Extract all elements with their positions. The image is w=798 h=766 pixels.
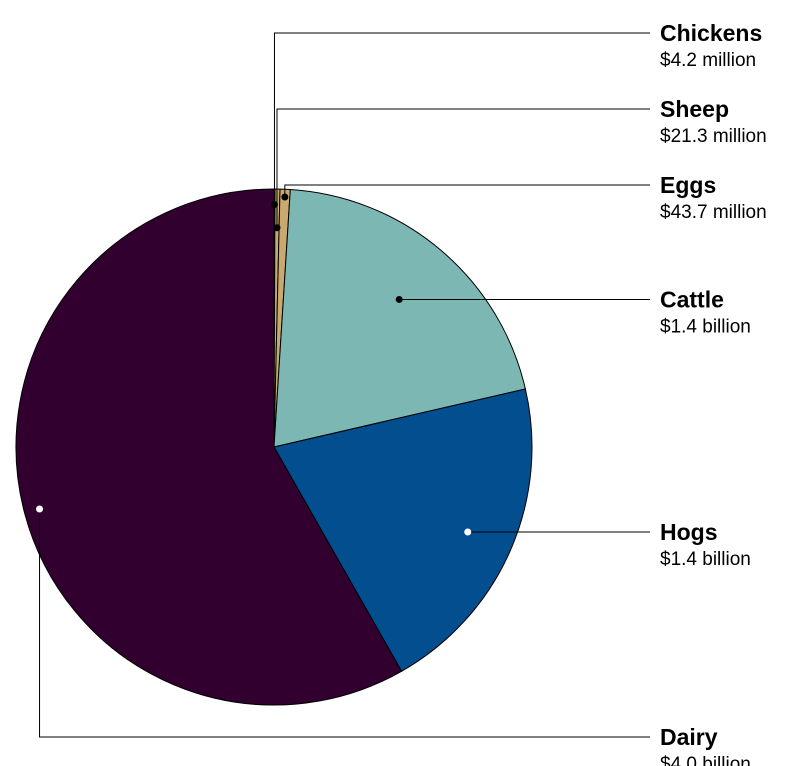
slice-label-chickens: Chickens xyxy=(660,20,762,46)
pie-slice-hogs xyxy=(273,388,533,672)
callout-dot-hogs xyxy=(464,528,472,536)
callout-line-sheep xyxy=(276,108,650,228)
slice-label-hogs: Hogs xyxy=(660,519,718,545)
callout-dot-cattle xyxy=(395,295,403,303)
slice-value-dairy: $4.0 billion xyxy=(660,754,751,766)
callout-line-eggs xyxy=(284,184,650,197)
pie-slice-dairy xyxy=(15,188,403,706)
callout-line-chickens xyxy=(273,32,650,205)
slice-value-chickens: $4.2 million xyxy=(660,50,756,71)
callouts xyxy=(36,32,650,738)
slice-value-eggs: $43.7 million xyxy=(660,202,767,223)
slice-value-hogs: $1.4 billion xyxy=(660,549,751,570)
slice-labels: Chickens $4.2 million Sheep $21.3 million Eg… xyxy=(660,20,767,766)
callout-dot-sheep xyxy=(273,224,281,232)
slice-label-sheep: Sheep xyxy=(660,96,729,122)
slice-label-cattle: Cattle xyxy=(660,286,724,312)
slice-value-cattle: $1.4 billion xyxy=(660,316,751,337)
slice-value-sheep: $21.3 million xyxy=(660,126,767,147)
slice-label-dairy: Dairy xyxy=(660,724,718,750)
pie-slice-cattle xyxy=(273,188,526,448)
callout-dot-chickens xyxy=(270,200,278,208)
callout-line-dairy xyxy=(39,509,650,738)
callout-dot-eggs xyxy=(281,193,289,201)
slice-label-eggs: Eggs xyxy=(660,172,716,198)
pie-slices xyxy=(15,188,533,706)
callout-dot-dairy xyxy=(36,505,44,513)
